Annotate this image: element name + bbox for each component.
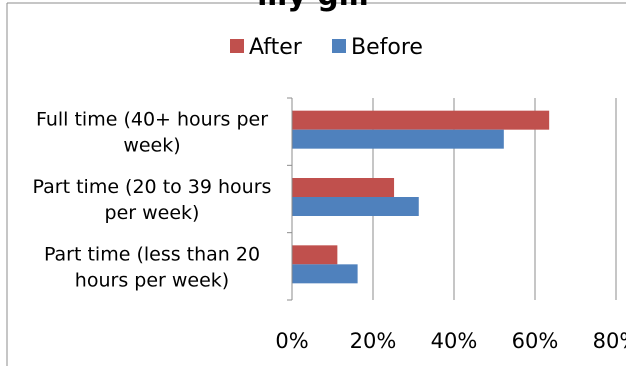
bar-after-1: [292, 178, 395, 197]
x-tick-labels: 0% 20% 40% 60% 80%: [275, 329, 626, 353]
bar-before-1: [292, 197, 419, 216]
x-tick-label-0: 0%: [275, 329, 308, 353]
x-tick-label-60: 60%: [512, 329, 559, 353]
category-label-2-line-1: hours per week): [75, 269, 229, 291]
category-label-0-line-1: week): [123, 135, 180, 157]
x-tick-label-40: 40%: [431, 329, 478, 353]
legend-label-before: Before: [351, 35, 423, 60]
category-labels: Full time (40+ hours per week) Part time (…: [33, 109, 272, 292]
category-label-2-line-0: Part time (less than 20: [44, 243, 260, 265]
legend-label-after: After: [249, 35, 303, 60]
x-tick-label-80: 80%: [593, 329, 626, 353]
bars: [292, 110, 550, 284]
category-label-1-line-1: per week): [105, 202, 200, 224]
bar-after-0: [292, 110, 550, 130]
category-label-0-line-0: Full time (40+ hours per: [36, 109, 268, 131]
category-label-1-line-0: Part time (20 to 39 hours: [33, 176, 272, 198]
legend: After Before: [230, 35, 423, 60]
bar-before-0: [292, 129, 504, 149]
bar-before-2: [292, 264, 358, 284]
chart-title: …y g…: [0, 0, 626, 14]
axes: [287, 97, 293, 301]
bar-after-2: [292, 245, 338, 265]
legend-swatch-after: [230, 39, 244, 53]
legend-swatch-before: [332, 39, 346, 53]
x-tick-label-20: 20%: [350, 329, 397, 353]
